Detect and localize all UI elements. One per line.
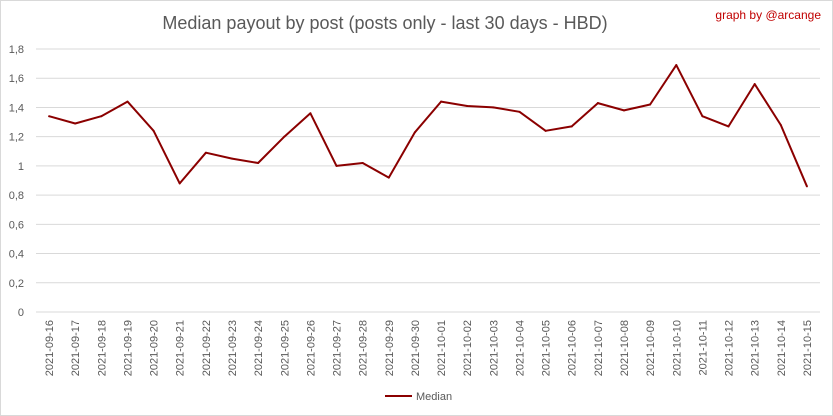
legend: Median xyxy=(385,391,452,403)
data-point xyxy=(596,102,599,105)
x-tick-label: 2021-09-25 xyxy=(279,320,291,376)
x-tick-label: 2021-10-01 xyxy=(436,320,448,376)
x-tick-label: 2021-09-17 xyxy=(70,320,82,376)
data-point xyxy=(100,115,103,118)
y-tick-label: 1 xyxy=(18,161,24,173)
data-point xyxy=(727,125,730,128)
data-point xyxy=(152,129,155,132)
data-point xyxy=(74,122,77,125)
data-point xyxy=(178,182,181,185)
data-point xyxy=(231,157,233,160)
data-point xyxy=(544,129,547,132)
y-tick-label: 0,2 xyxy=(9,278,24,290)
x-tick-label: 2021-10-15 xyxy=(802,320,814,376)
x-tick-label: 2021-09-23 xyxy=(227,320,239,376)
y-tick-label: 0 xyxy=(18,307,24,319)
x-tick-label: 2021-10-08 xyxy=(619,320,631,376)
x-tick-label: 2021-09-27 xyxy=(332,320,344,376)
y-tick-label: 1,8 xyxy=(9,44,24,56)
gridlines xyxy=(36,48,820,313)
x-tick-label: 2021-10-05 xyxy=(541,320,553,376)
x-tick-label: 2021-09-26 xyxy=(305,320,317,376)
data-point xyxy=(701,115,704,118)
x-tick-label: 2021-10-03 xyxy=(488,320,500,376)
x-tick-label: 2021-10-02 xyxy=(462,320,474,376)
x-tick-label: 2021-10-13 xyxy=(750,320,762,376)
data-point xyxy=(518,110,521,113)
y-tick-label: 1,6 xyxy=(9,73,24,85)
series-layer xyxy=(48,64,808,188)
x-tick-label: 2021-09-20 xyxy=(149,320,161,376)
x-tick-label: 2021-09-19 xyxy=(122,320,134,376)
data-point xyxy=(570,125,573,128)
data-point xyxy=(126,100,129,103)
x-tick-label: 2021-09-29 xyxy=(384,320,396,376)
x-tick-label: 2021-09-30 xyxy=(410,320,422,376)
data-point xyxy=(335,164,338,167)
x-tick-label: 2021-10-14 xyxy=(776,320,788,376)
x-tick-label: 2021-10-07 xyxy=(593,320,605,376)
x-tick-label: 2021-10-09 xyxy=(645,320,657,376)
data-point xyxy=(779,123,782,126)
series-line-median xyxy=(48,64,808,187)
data-point xyxy=(440,100,443,103)
chart-credit: graph by @arcange xyxy=(715,8,821,22)
data-point xyxy=(283,135,286,138)
x-tick-label: 2021-09-22 xyxy=(201,320,213,376)
data-point xyxy=(413,131,416,134)
data-point xyxy=(204,151,207,154)
x-tick-label: 2021-10-10 xyxy=(671,320,683,376)
y-tick-label: 0,8 xyxy=(9,190,24,202)
x-tick-label: 2021-10-11 xyxy=(697,320,709,375)
x-tick-label: 2021-10-04 xyxy=(514,320,526,376)
x-tick-label: 2021-09-16 xyxy=(44,320,56,376)
data-point xyxy=(805,185,808,188)
data-point xyxy=(309,112,312,115)
x-axis-ticks: 2021-09-16 2021-09-17 2021-09-18 2021-09-19… xyxy=(44,320,814,376)
x-tick-label: 2021-09-18 xyxy=(96,320,108,376)
x-tick-label: 2021-09-28 xyxy=(358,320,370,376)
y-tick-label: 1,4 xyxy=(9,102,24,114)
data-point xyxy=(492,106,495,109)
x-tick-label: 2021-09-24 xyxy=(253,320,265,376)
data-point xyxy=(623,109,625,112)
data-point xyxy=(649,103,652,106)
data-point xyxy=(675,64,678,67)
y-tick-label: 0,4 xyxy=(9,249,24,261)
x-tick-label: 2021-10-12 xyxy=(724,320,736,376)
x-tick-label: 2021-10-06 xyxy=(567,320,579,376)
x-tick-label: 2021-09-21 xyxy=(175,320,187,376)
data-point xyxy=(753,83,756,86)
y-tick-label: 0,6 xyxy=(9,219,24,231)
data-point xyxy=(466,104,469,107)
chart-title: Median payout by post (posts only - last… xyxy=(162,13,607,33)
data-point xyxy=(48,115,51,118)
data-point xyxy=(361,161,364,164)
data-point xyxy=(387,176,390,179)
data-point xyxy=(257,161,260,164)
y-axis-ticks: 0 0,2 0,4 0,6 0,8 1 1,2 1,4 1,6 1,8 xyxy=(9,44,24,319)
legend-label-median: Median xyxy=(416,391,452,403)
y-tick-label: 1,2 xyxy=(9,132,24,144)
